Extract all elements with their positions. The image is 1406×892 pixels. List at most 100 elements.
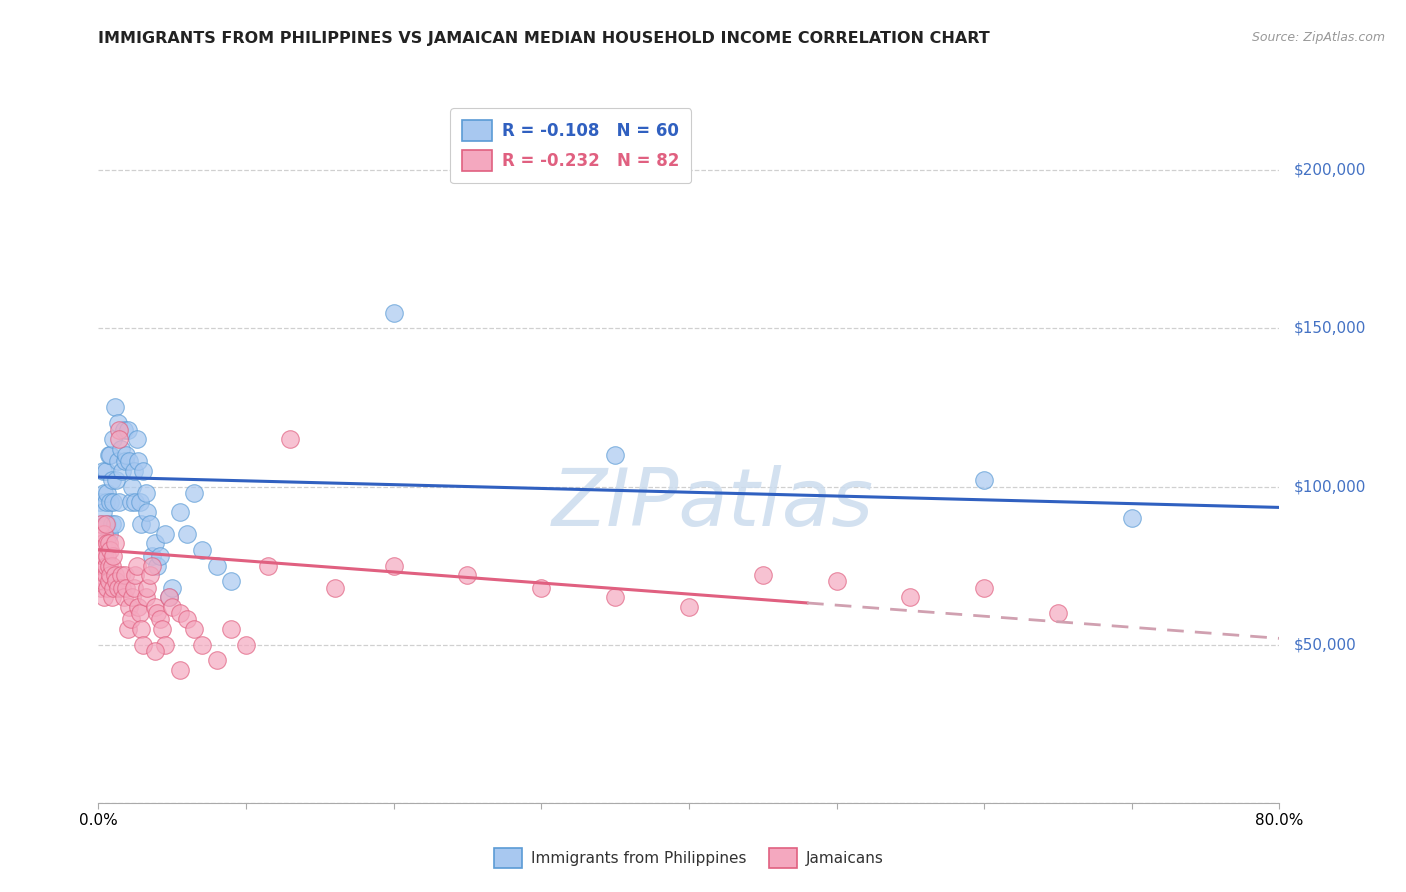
Point bbox=[139, 517, 162, 532]
Point bbox=[176, 612, 198, 626]
Point bbox=[118, 599, 141, 614]
Point bbox=[219, 622, 242, 636]
Point bbox=[89, 495, 111, 509]
Point bbox=[91, 549, 114, 563]
Point bbox=[139, 568, 162, 582]
Point bbox=[110, 442, 132, 456]
Point bbox=[183, 486, 205, 500]
Point bbox=[91, 464, 114, 478]
Point bbox=[120, 495, 142, 509]
Point bbox=[136, 505, 159, 519]
Point bbox=[124, 568, 146, 582]
Point bbox=[132, 464, 155, 478]
Point bbox=[98, 495, 121, 509]
Point bbox=[93, 486, 115, 500]
Text: ZIPatlas: ZIPatlas bbox=[551, 465, 873, 542]
Point bbox=[323, 581, 346, 595]
Point bbox=[94, 568, 117, 582]
Point bbox=[98, 568, 121, 582]
Point bbox=[108, 423, 131, 437]
Point bbox=[235, 638, 257, 652]
Point bbox=[157, 591, 180, 605]
Point bbox=[162, 599, 183, 614]
Point bbox=[136, 581, 159, 595]
Point bbox=[107, 417, 129, 431]
Point bbox=[125, 432, 148, 446]
Point bbox=[191, 542, 214, 557]
Point bbox=[129, 517, 152, 532]
Point bbox=[176, 527, 198, 541]
Point bbox=[91, 574, 114, 589]
Point bbox=[530, 581, 553, 595]
Point bbox=[100, 591, 122, 605]
Point bbox=[96, 549, 118, 563]
Point bbox=[132, 638, 155, 652]
Point bbox=[146, 558, 169, 573]
Point bbox=[112, 423, 135, 437]
Point bbox=[456, 568, 478, 582]
Point bbox=[104, 568, 127, 582]
Point bbox=[678, 599, 700, 614]
Point bbox=[121, 479, 143, 493]
Point bbox=[135, 486, 157, 500]
Point bbox=[111, 464, 134, 478]
Point bbox=[124, 495, 146, 509]
Legend: Immigrants from Philippines, Jamaicans: Immigrants from Philippines, Jamaicans bbox=[486, 840, 891, 875]
Point bbox=[121, 591, 143, 605]
Text: IMMIGRANTS FROM PHILIPPINES VS JAMAICAN MEDIAN HOUSEHOLD INCOME CORRELATION CHAR: IMMIGRANTS FROM PHILIPPINES VS JAMAICAN … bbox=[98, 31, 990, 46]
Point bbox=[135, 591, 157, 605]
Point bbox=[149, 612, 172, 626]
Point bbox=[1121, 511, 1143, 525]
Point bbox=[93, 591, 115, 605]
Point bbox=[103, 432, 125, 446]
Point bbox=[90, 517, 112, 532]
Point bbox=[108, 495, 131, 509]
Point bbox=[191, 638, 214, 652]
Point bbox=[100, 558, 122, 573]
Point bbox=[94, 464, 117, 478]
Point bbox=[96, 536, 118, 550]
Point bbox=[96, 581, 118, 595]
Point bbox=[257, 558, 280, 573]
Point bbox=[90, 558, 112, 573]
Point bbox=[97, 536, 120, 550]
Point bbox=[115, 448, 138, 462]
Point bbox=[107, 454, 129, 468]
Point bbox=[97, 527, 120, 541]
Point bbox=[96, 486, 118, 500]
Point bbox=[94, 517, 117, 532]
Point bbox=[169, 606, 191, 620]
Point bbox=[114, 568, 136, 582]
Point bbox=[973, 581, 995, 595]
Point bbox=[153, 527, 176, 541]
Point bbox=[97, 448, 120, 462]
Point bbox=[605, 591, 627, 605]
Point bbox=[107, 581, 129, 595]
Point bbox=[96, 517, 118, 532]
Point bbox=[169, 505, 191, 519]
Point bbox=[162, 581, 183, 595]
Point bbox=[103, 495, 125, 509]
Point bbox=[128, 495, 150, 509]
Point bbox=[122, 581, 145, 595]
Point bbox=[105, 473, 128, 487]
Point bbox=[125, 558, 148, 573]
Point bbox=[825, 574, 848, 589]
Point bbox=[118, 454, 141, 468]
Point bbox=[205, 558, 228, 573]
Point bbox=[382, 558, 405, 573]
Point bbox=[127, 454, 149, 468]
Point bbox=[114, 454, 136, 468]
Point bbox=[97, 558, 120, 573]
Point bbox=[89, 527, 111, 541]
Point bbox=[89, 542, 111, 557]
Point bbox=[120, 612, 142, 626]
Point bbox=[103, 581, 125, 595]
Point bbox=[143, 644, 166, 658]
Text: $50,000: $50,000 bbox=[1294, 637, 1357, 652]
Point bbox=[115, 581, 138, 595]
Point bbox=[605, 448, 627, 462]
Point bbox=[117, 423, 139, 437]
Point bbox=[205, 653, 228, 667]
Point bbox=[91, 505, 114, 519]
